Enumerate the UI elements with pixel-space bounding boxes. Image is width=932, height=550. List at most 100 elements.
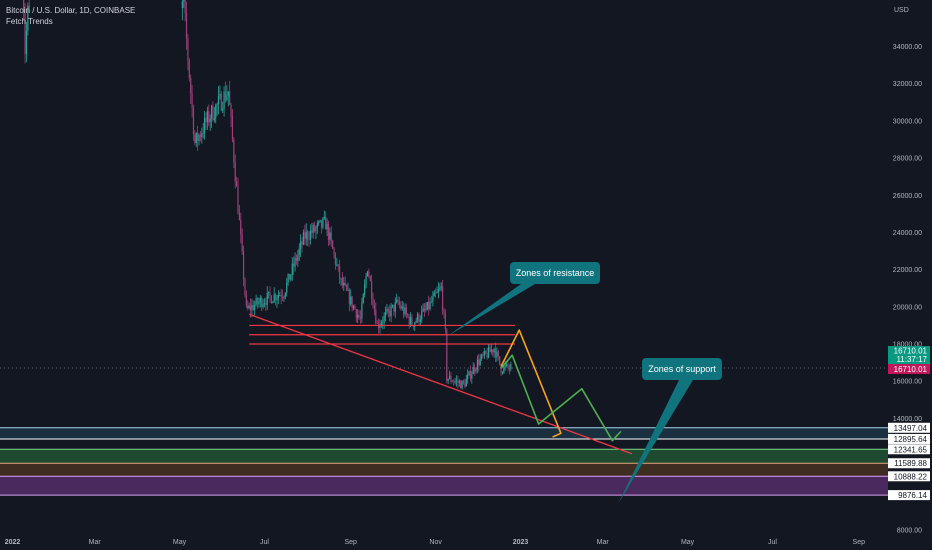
candle [382,316,384,330]
candle [268,291,270,299]
candle [404,303,406,317]
candle [387,306,389,318]
candle [453,379,455,386]
candle [409,312,412,328]
candle-body [305,231,307,239]
candle [290,273,292,282]
time-tick-label: May [681,539,695,546]
candle-body [465,379,467,387]
candle [366,270,369,277]
symbol-title[interactable]: Bitcoin / U.S. Dollar, 1D, COINBASE [6,6,136,15]
candle [343,276,345,291]
candle-body [220,94,222,111]
price-tick-label: 16000.00 [893,379,922,386]
candle [496,347,498,362]
candle-body [201,133,203,137]
candle [209,114,211,131]
candle-body [270,296,273,304]
candle [229,80,231,106]
candle-body [318,221,320,224]
candle [425,302,427,313]
candle [294,252,296,272]
candle-body [197,132,199,141]
candle [244,277,246,298]
price-tick-label: 18000.00 [893,342,922,349]
candle-body [256,298,259,304]
candle-body [206,111,208,123]
candle [23,0,25,20]
candle-body [229,91,231,105]
candle [485,350,487,355]
candle-body [448,375,451,379]
candle-body [254,305,256,310]
candle-body [408,316,410,325]
candle-body [443,310,445,314]
candle-body [345,285,348,291]
price-tick-label: 26000.00 [893,193,922,200]
candle [309,224,311,245]
time-tick-label: Mar [89,539,102,546]
candle-body [487,347,490,358]
candle-body [383,315,385,323]
candle-body [409,316,412,325]
candle [247,300,249,311]
candle-body [283,297,285,298]
candle-body [262,304,264,308]
time-tick-label: Sep [853,539,866,546]
candle-body [458,381,460,383]
candle [255,294,257,307]
candle [270,295,273,304]
candle-body [471,373,473,379]
candle-body [474,367,476,372]
candle-body [396,299,398,303]
price-tag-label: 9876.14 [898,491,927,500]
candle [326,218,328,236]
candle-body [507,364,509,368]
candle-body [475,369,477,372]
candle [357,309,359,324]
price-tick-label: 22000.00 [893,267,922,274]
candle [393,304,395,316]
candle [379,319,381,334]
candle [283,295,285,302]
last-price-tag-label: 16710.01 [894,365,928,374]
candle [437,281,440,299]
candle [400,300,402,311]
candle [252,300,254,311]
candle [418,312,420,326]
candle-body [322,218,324,228]
candle [414,321,416,332]
candle-body [362,294,364,304]
candle [305,223,307,246]
candle [219,85,221,100]
candle [465,374,467,387]
candle-body [287,273,289,283]
candle-body [187,38,189,60]
candle [503,364,505,374]
candle [501,370,504,375]
candle [396,293,398,304]
candle [429,297,431,311]
candle-body [510,364,512,370]
candle-body [284,292,286,298]
candle-body [266,292,268,305]
candle [217,86,220,115]
candle-body [226,95,228,101]
candle-body [405,307,408,315]
candle [408,314,410,329]
current-price-tag-label: 16710.01 [894,347,928,356]
candle-body [244,279,246,295]
candle-body [327,223,330,240]
candle [482,351,484,359]
candle [510,361,512,372]
candle [416,312,419,324]
candle-body [188,59,190,78]
candle-body [407,314,409,317]
candle-body [437,289,440,292]
candle-body [450,375,452,382]
candle-body [210,105,213,119]
candle-body [499,356,501,365]
